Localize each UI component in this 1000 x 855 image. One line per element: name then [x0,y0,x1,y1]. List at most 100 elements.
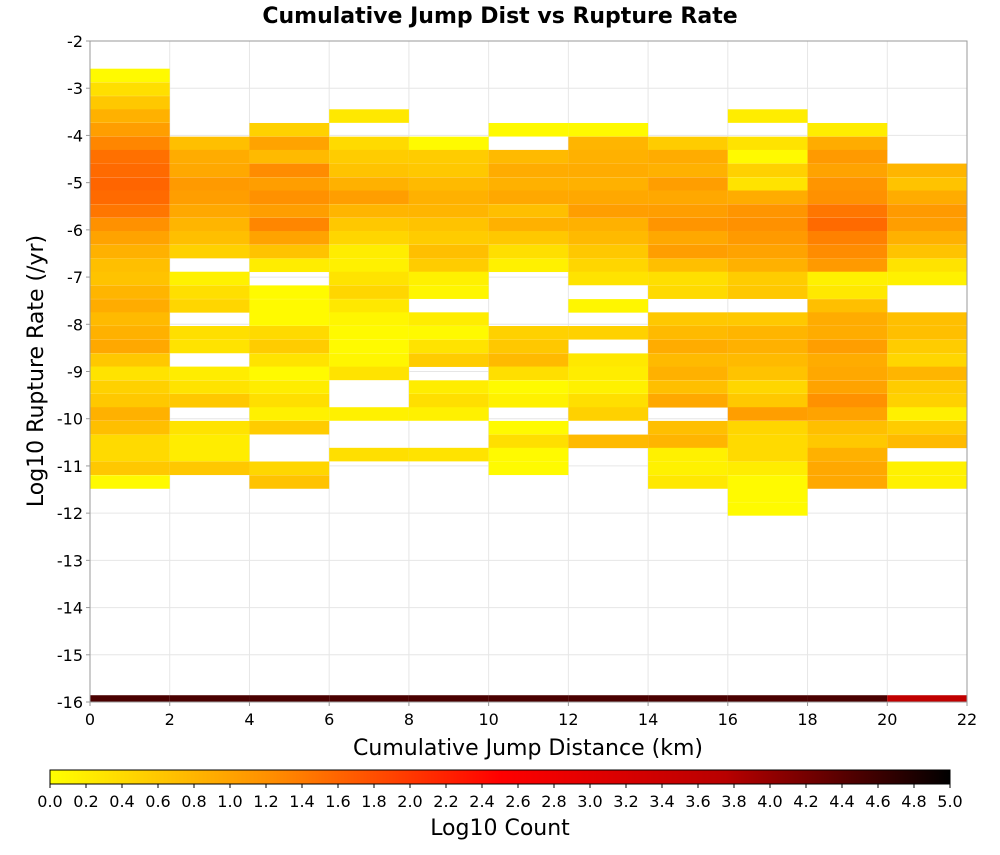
heatmap-cell [90,312,170,326]
heatmap-cell [887,366,967,381]
colorbar-ticks: 0.0 0.2 0.4 0.6 0.8 1.0 1.2 1.4 1.6 1.8 2.0 2.2 2.4 2… [37,784,963,811]
y-tick-label: -9 [67,363,83,382]
x-tick-label: 4 [244,710,254,729]
heatmap-cell [329,258,409,273]
heatmap-cell [807,461,888,476]
heatmap-cell [727,190,808,205]
heatmap-cell [568,394,649,408]
heatmap-cell [488,353,569,367]
heatmap-cell [249,258,330,273]
heatmap-cell [887,434,967,449]
heatmap-cell [807,271,888,286]
heatmap-cell [807,258,888,273]
heatmap-cell [249,136,330,151]
colorbar-tick-label: 3.6 [685,792,710,811]
heatmap-cell [727,407,808,421]
heatmap-cell [887,475,967,489]
x-tick-label: 12 [558,710,578,729]
heatmap-cell [408,326,489,340]
heatmap-cell [408,190,489,205]
y-tick-label: -11 [57,457,83,476]
heatmap-cell [727,109,808,123]
heatmap-cell [408,204,489,218]
y-tick-label: -12 [57,504,83,523]
heatmap-cell [568,190,649,205]
heatmap-cell [249,122,330,137]
heatmap-cell [727,447,808,462]
heatmap-cell [807,420,888,435]
heatmap-cell [488,366,569,381]
heatmap-cell [568,258,649,273]
heatmap-cell [727,475,808,489]
colorbar-tick-label: 1.8 [361,792,386,811]
y-tick-label: -14 [57,599,83,618]
heatmap-cell [408,339,489,354]
heatmap-cell [568,231,649,245]
heatmap-cell [249,163,330,178]
heatmap-cell [329,312,409,326]
heatmap-cell [329,244,409,259]
heatmap-cell [169,136,250,151]
heatmap-cell [568,353,649,367]
heatmap-cell [169,380,250,394]
heatmap-cell [887,217,967,232]
heatmap-cell [648,177,728,191]
heatmap-cell [648,231,728,245]
heatmap-cell [887,271,967,286]
heatmap-cell [887,312,967,326]
heatmap-cell [488,461,569,476]
colorbar [49,769,951,785]
heatmap-cell [249,204,330,218]
heatmap-cell [90,339,170,354]
heatmap-cell [568,366,649,381]
heatmap-cell [408,285,489,299]
heatmap-cell [169,461,250,476]
heatmap-cell [249,244,330,259]
heatmap-cell [648,163,728,178]
colorbar-tick-label: 2.0 [397,792,422,811]
heatmap-cell [727,136,808,151]
heatmap-cell [887,231,967,245]
heatmap-cell [887,353,967,367]
x-tick-label: 14 [638,710,658,729]
heatmap-cell [727,271,808,286]
y-tick-label: -13 [57,551,83,570]
heatmap-cell [648,312,728,326]
heatmap-cell [807,285,888,299]
heatmap-cell [807,122,888,137]
heatmap-cell [887,163,967,178]
heatmap-cell [90,163,170,178]
heatmap-cell [807,312,888,326]
colorbar-tick-label: 4.2 [793,792,818,811]
x-tick-label: 8 [404,710,414,729]
heatmap-cell [887,339,967,354]
heatmap-cell [249,326,330,340]
heatmap-cell [488,217,569,232]
heatmap-cell [329,163,409,178]
heatmap-cell [90,217,170,232]
heatmap-cell [727,434,808,449]
heatmap-cell [807,380,888,394]
heatmap-cell [488,149,569,164]
heatmap-cell [90,136,170,151]
heatmap-cell [648,461,728,476]
heatmap-cell [727,461,808,476]
heatmap-cell [249,299,330,313]
heatmap-cell [488,695,569,702]
heatmap-cell [90,434,170,449]
heatmap-cell [408,394,489,408]
heatmap-cell [648,339,728,354]
heatmap-cell [249,461,330,476]
heatmap-cell [169,231,250,245]
heatmap-cell [408,149,489,164]
heatmap-cell [568,244,649,259]
heatmap-cell [648,190,728,205]
heatmap-cell [807,299,888,313]
heatmap-cell [727,502,808,516]
heatmap-cell [90,244,170,259]
heatmap-cell [90,82,170,96]
x-tick-label: 18 [797,710,817,729]
heatmap-cell [169,366,250,381]
heatmap-cell [887,204,967,218]
